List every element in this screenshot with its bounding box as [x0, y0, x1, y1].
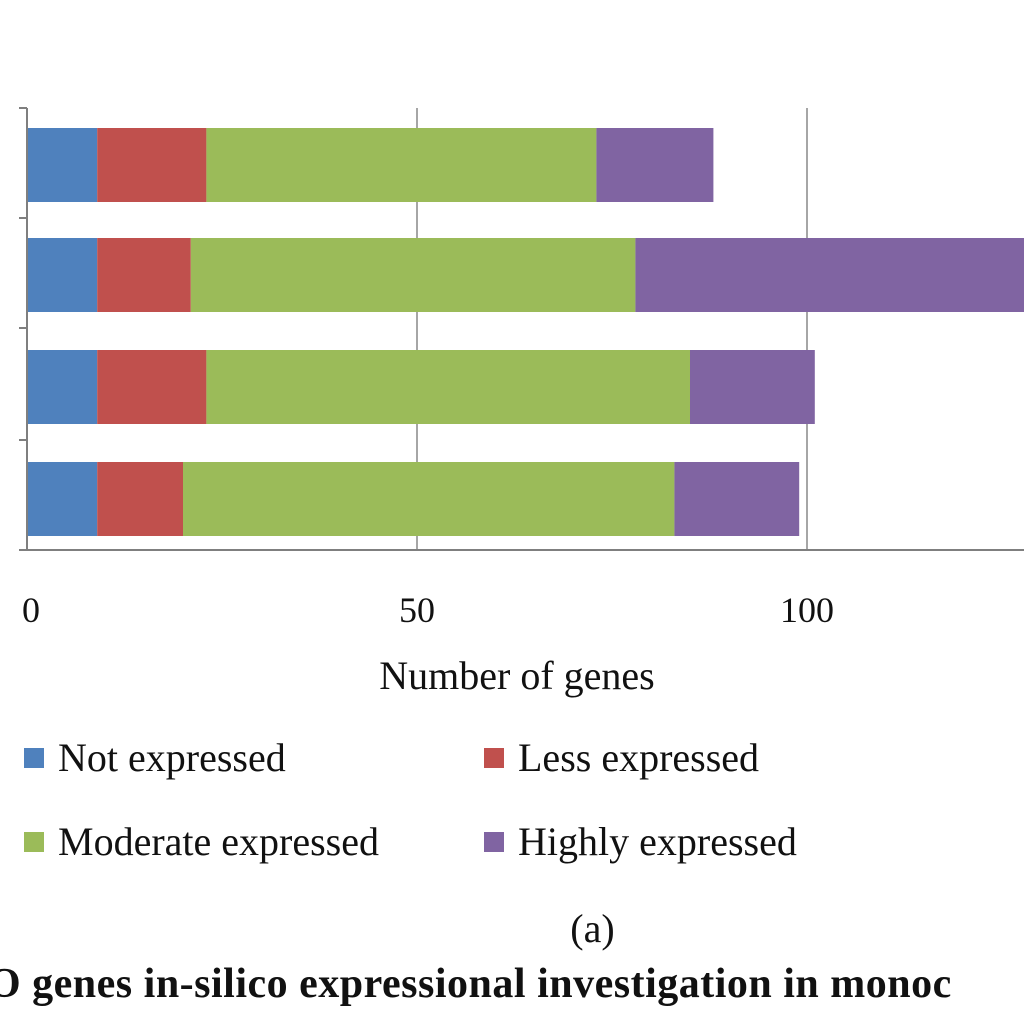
- x-axis-label: Number of genes: [379, 653, 655, 698]
- bar-highly-expressed-3: [690, 350, 815, 424]
- bar-moderate-expressed-3: [206, 350, 690, 424]
- x-tick-labels: 0 50 100: [22, 590, 834, 630]
- legend-swatch-not-expressed: [24, 747, 44, 768]
- legend-swatch-highly-expressed: [484, 831, 504, 852]
- bar-highly-expressed-2: [635, 238, 1024, 312]
- bar-not-expressed-1: [27, 128, 98, 202]
- bar-not-expressed-3: [27, 350, 98, 424]
- bar-moderate-expressed-1: [206, 128, 597, 202]
- bar-not-expressed-2: [27, 238, 98, 312]
- bar-less-expressed-4: [97, 462, 183, 536]
- bar-moderate-expressed-4: [183, 462, 675, 536]
- x-tick-label-50: 50: [399, 590, 435, 630]
- bar-not-expressed-4: [27, 462, 98, 536]
- bar-less-expressed-3: [97, 350, 207, 424]
- bars: [27, 128, 1024, 536]
- figure-caption: O genes in-silico expressional investiga…: [0, 961, 952, 1007]
- bar-highly-expressed-1: [596, 128, 714, 202]
- x-tick-label-0: 0: [22, 590, 40, 630]
- legend-item-not-expressed: Not expressed: [24, 734, 286, 781]
- bar-less-expressed-2: [97, 238, 191, 312]
- legend-item-less-expressed: Less expressed: [484, 734, 759, 781]
- bar-moderate-expressed-2: [190, 238, 636, 312]
- bar-less-expressed-1: [97, 128, 207, 202]
- axes: [19, 107, 1024, 551]
- legend-label-not-expressed: Not expressed: [58, 735, 286, 780]
- figure-sub-label: (a): [570, 906, 615, 951]
- legend-item-moderate-expressed: Moderate expressed: [24, 818, 379, 865]
- legend-item-highly-expressed: Highly expressed: [484, 818, 797, 865]
- legend-swatch-moderate-expressed: [24, 831, 44, 852]
- x-tick-label-100: 100: [780, 590, 834, 630]
- legend-label-highly-expressed: Highly expressed: [518, 819, 797, 864]
- legend-label-moderate-expressed: Moderate expressed: [58, 819, 379, 864]
- bar-highly-expressed-4: [674, 462, 800, 536]
- legend-label-less-expressed: Less expressed: [518, 735, 760, 780]
- legend-swatch-less-expressed: [484, 747, 504, 768]
